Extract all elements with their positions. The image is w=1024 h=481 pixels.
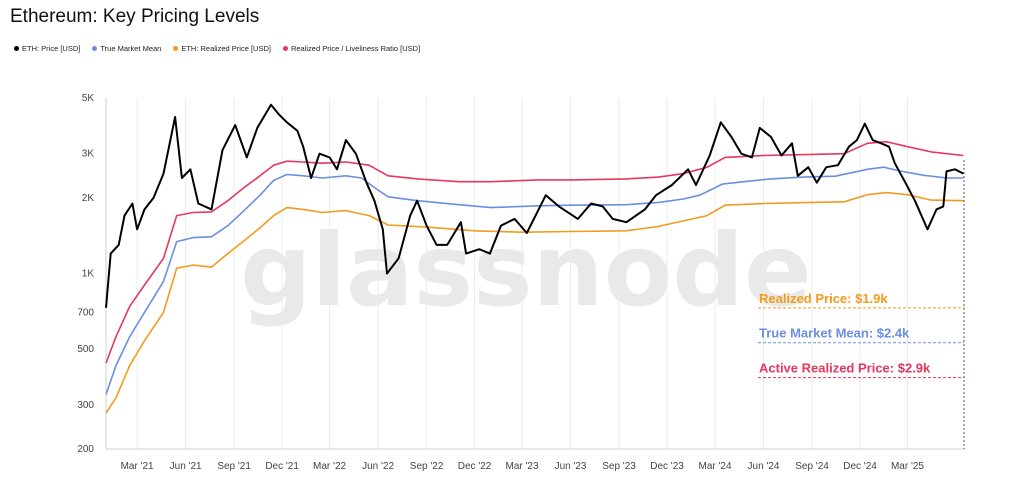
x-tick-label: Dec '22 — [458, 461, 492, 472]
x-tick-label: Sep '21 — [217, 461, 251, 472]
grid-layer — [136, 98, 908, 449]
y-tick-label: 300 — [77, 400, 94, 411]
legend-dot-eth-price — [14, 46, 19, 51]
series-liveliness-ratio-line — [105, 140, 964, 364]
legend-label-true-market-mean: True Market Mean — [100, 44, 162, 53]
x-tick-label: Jun '23 — [555, 461, 587, 472]
x-tick-label: Mar '25 — [891, 461, 924, 472]
series-layer — [105, 103, 964, 414]
x-tick-label: Jun '24 — [748, 461, 780, 472]
legend-item-liveliness-ratio[interactable]: Realized Price / Liveliness Ratio [USD] — [282, 44, 421, 53]
legend: ETH: Price [USD] True Market Mean ETH: R… — [14, 44, 420, 53]
legend-dot-true-market-mean — [92, 46, 98, 51]
legend-label-liveliness-ratio: Realized Price / Liveliness Ratio [USD] — [290, 44, 421, 53]
legend-label-eth-price: ETH: Price [USD] — [22, 44, 81, 53]
legend-item-true-market-mean[interactable]: True Market Mean — [92, 44, 161, 53]
annotation-label: True Market Mean: $2.4k — [759, 326, 910, 341]
watermark-layer: glassnode — [240, 212, 812, 329]
chart-title: Ethereum: Key Pricing Levels — [10, 6, 260, 27]
annotation-layer: Realized Price: $1.9k True Market Mean: $… — [758, 160, 965, 449]
y-tick-label: 5K — [82, 93, 95, 104]
legend-item-realized-price[interactable]: ETH: Realized Price [USD] — [173, 44, 271, 53]
axis-layer: Mar '21 Jun '21 Sep '21 Dec '21 Mar '22 Jun '… — [77, 93, 966, 472]
legend-dot-liveliness-ratio — [282, 46, 288, 51]
x-tick-label: Jun '21 — [170, 461, 202, 472]
x-tick-label: Sep '23 — [602, 461, 636, 472]
x-tick-label: Mar '24 — [698, 461, 731, 472]
series-eth-price-line — [105, 103, 964, 308]
y-tick-label: 200 — [77, 444, 94, 455]
legend-label-realized-price: ETH: Realized Price [USD] — [181, 44, 271, 53]
x-tick-label: Sep '24 — [795, 461, 829, 472]
x-tick-label: Dec '21 — [265, 461, 299, 472]
y-tick-label: 3K — [82, 149, 95, 160]
series-realized-price-line — [105, 191, 964, 414]
x-tick-label: Dec '24 — [843, 461, 877, 472]
y-tick-label: 1K — [82, 269, 95, 280]
x-tick-label: Sep '22 — [410, 461, 444, 472]
watermark-text: glassnode — [240, 212, 812, 329]
legend-dot-realized-price — [173, 46, 179, 51]
y-tick-label: 500 — [77, 344, 94, 355]
x-tick-label: Dec '23 — [650, 461, 684, 472]
x-tick-label: Mar '22 — [313, 461, 346, 472]
annotation-label: Realized Price: $1.9k — [759, 291, 888, 306]
y-tick-label: 700 — [77, 307, 94, 318]
y-tick-label: 2K — [82, 193, 95, 204]
x-tick-label: Mar '21 — [121, 461, 154, 472]
annotation-label: Active Realized Price: $2.9k — [759, 361, 931, 376]
x-tick-label: Jun '22 — [362, 461, 394, 472]
x-tick-label: Mar '23 — [506, 461, 539, 472]
legend-item-eth-price[interactable]: ETH: Price [USD] — [14, 44, 80, 53]
